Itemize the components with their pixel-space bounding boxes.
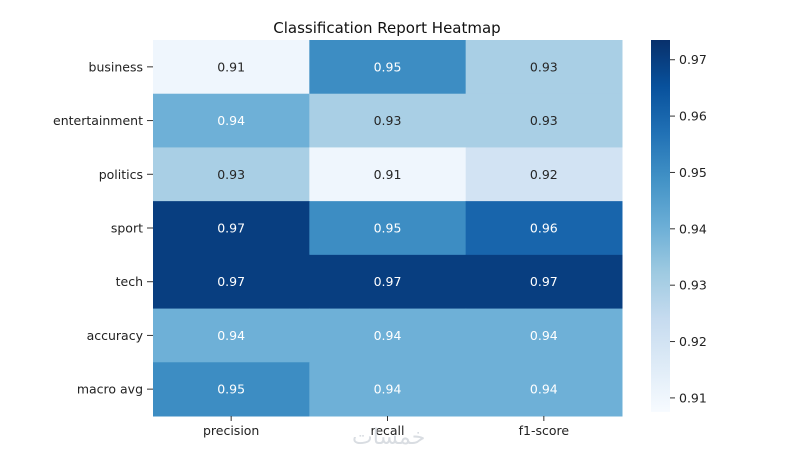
cell-value-label: 0.94 [530, 328, 558, 343]
colorbar [651, 40, 670, 412]
cell-value-label: 0.95 [217, 382, 245, 397]
y-tick-label: tech [116, 274, 143, 289]
heatmap-cell [309, 40, 467, 95]
cell-value-label: 0.97 [530, 274, 558, 289]
cell-value-label: 0.94 [217, 328, 245, 343]
colorbar-tick-label: 0.96 [679, 109, 707, 124]
heatmap-cell [153, 201, 310, 256]
cell-value-label: 0.95 [374, 221, 402, 236]
heatmap-cell [309, 362, 467, 417]
x-axis-ticks: precision recall f1-score [203, 416, 569, 438]
heatmap-cell [153, 93, 310, 148]
colorbar-tick-label: 0.97 [679, 52, 707, 67]
colorbar-ticks: 0.91 0.92 0.93 0.94 0.95 0.96 0.97 [670, 52, 707, 405]
cell-value-label: 0.94 [374, 382, 402, 397]
heatmap-cells: 0.91 0.95 0.93 0.94 0.93 0.93 0.93 0.91 0.92 0.97… [153, 40, 623, 417]
cell-value-label: 0.97 [374, 274, 402, 289]
cell-value-label: 0.93 [530, 59, 558, 74]
heatmap-cell [153, 308, 310, 363]
x-tick-label: precision [203, 423, 259, 438]
colorbar-tick-label: 0.95 [679, 165, 707, 180]
cell-value-label: 0.95 [374, 59, 402, 74]
cell-value-label: 0.93 [217, 167, 245, 182]
chart-title: Classification Report Heatmap [273, 19, 500, 37]
y-tick-label: entertainment [53, 113, 143, 128]
heatmap-cell [309, 93, 467, 148]
heatmap-cell [465, 201, 623, 256]
heatmap-cell [309, 147, 467, 202]
y-tick-label: accuracy [87, 328, 144, 343]
x-tick-label: recall [370, 423, 404, 438]
cell-value-label: 0.93 [530, 113, 558, 128]
cell-value-label: 0.94 [530, 382, 558, 397]
colorbar-tick-label: 0.93 [679, 278, 707, 293]
y-axis-ticks: business entertainment politics sport tech ac… [53, 59, 153, 397]
cell-value-label: 0.91 [374, 167, 402, 182]
heatmap-cell [465, 147, 623, 202]
heatmap-cell [153, 40, 310, 95]
y-tick-label: politics [99, 167, 143, 182]
y-tick-label: macro avg [77, 382, 143, 397]
watermark-text: خمسات [352, 425, 426, 450]
cell-value-label: 0.91 [217, 59, 245, 74]
colorbar-tick-label: 0.91 [679, 390, 707, 405]
colorbar-tick-label: 0.92 [679, 334, 707, 349]
cell-value-label: 0.97 [217, 221, 245, 236]
colorbar-tick-label: 0.94 [679, 221, 707, 236]
heatmap-cell [153, 362, 310, 417]
cell-value-label: 0.97 [217, 274, 245, 289]
cell-value-label: 0.93 [374, 113, 402, 128]
y-tick-label: sport [111, 221, 143, 236]
heatmap-cell [465, 362, 623, 417]
y-tick-label: business [89, 59, 143, 74]
heatmap-cell [465, 40, 623, 95]
heatmap-cell [309, 254, 467, 310]
cell-value-label: 0.94 [374, 328, 402, 343]
heatmap-cell [309, 201, 467, 256]
cell-value-label: 0.92 [530, 167, 558, 182]
heatmap-cell [465, 93, 623, 148]
heatmap-cell [465, 308, 623, 363]
cell-value-label: 0.94 [217, 113, 245, 128]
heatmap-cell [465, 254, 623, 310]
cell-value-label: 0.96 [530, 221, 558, 236]
x-tick-label: f1-score [519, 423, 570, 438]
heatmap-cell [153, 254, 310, 310]
heatmap-cell [309, 308, 467, 363]
heatmap-cell [153, 147, 310, 202]
